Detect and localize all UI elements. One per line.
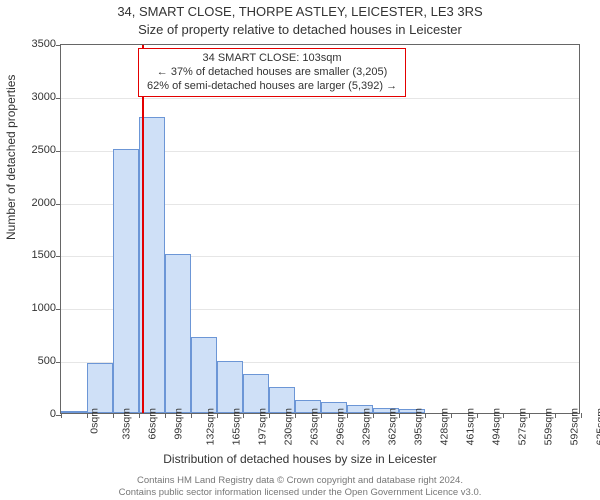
y-tick-label: 1500	[16, 249, 56, 261]
x-tick-label: 230sqm	[282, 408, 294, 445]
x-tick-mark	[529, 413, 530, 418]
gridline-h	[61, 98, 579, 99]
x-tick-label: 263sqm	[308, 408, 320, 445]
x-tick-mark	[373, 413, 374, 418]
histogram-bar	[217, 361, 243, 413]
histogram-bar	[87, 363, 113, 413]
histogram-bar	[165, 254, 191, 413]
histogram-bar	[191, 337, 217, 413]
x-tick-mark	[347, 413, 348, 418]
x-tick-mark	[139, 413, 140, 418]
x-tick-label: 625sqm	[594, 408, 600, 445]
x-tick-label: 132sqm	[204, 408, 216, 445]
x-tick-mark	[61, 413, 62, 418]
chart-container: 34, SMART CLOSE, THORPE ASTLEY, LEICESTE…	[0, 0, 600, 500]
property-marker-line	[142, 45, 144, 413]
footer-line-1: Contains HM Land Registry data © Crown c…	[0, 475, 600, 486]
x-tick-label: 527sqm	[516, 408, 528, 445]
x-tick-label: 197sqm	[256, 408, 268, 445]
x-tick-label: 0sqm	[89, 408, 101, 434]
x-tick-mark	[425, 413, 426, 418]
y-tick-label: 2000	[16, 197, 56, 209]
x-tick-mark	[555, 413, 556, 418]
x-tick-label: 329sqm	[360, 408, 372, 445]
x-tick-mark	[399, 413, 400, 418]
y-tick-mark	[56, 204, 61, 205]
x-tick-mark	[581, 413, 582, 418]
x-tick-mark	[243, 413, 244, 418]
x-tick-label: 494sqm	[490, 408, 502, 445]
histogram-bar	[61, 411, 87, 413]
y-tick-mark	[56, 309, 61, 310]
x-tick-label: 395sqm	[412, 408, 424, 445]
y-tick-label: 500	[16, 355, 56, 367]
y-tick-mark	[56, 98, 61, 99]
x-tick-mark	[165, 413, 166, 418]
y-tick-mark	[56, 151, 61, 152]
y-tick-label: 0	[16, 408, 56, 420]
y-tick-label: 3500	[16, 38, 56, 50]
histogram-bar	[113, 149, 139, 413]
y-tick-mark	[56, 362, 61, 363]
chart-title-main: 34, SMART CLOSE, THORPE ASTLEY, LEICESTE…	[0, 4, 600, 19]
x-tick-mark	[503, 413, 504, 418]
x-tick-mark	[113, 413, 114, 418]
x-tick-mark	[295, 413, 296, 418]
x-tick-label: 99sqm	[173, 408, 185, 440]
plot-area	[60, 44, 580, 414]
x-tick-mark	[191, 413, 192, 418]
y-tick-label: 1000	[16, 302, 56, 314]
x-tick-label: 362sqm	[386, 408, 398, 445]
x-tick-label: 33sqm	[121, 408, 133, 440]
x-tick-label: 66sqm	[147, 408, 159, 440]
x-tick-mark	[451, 413, 452, 418]
chart-title-sub: Size of property relative to detached ho…	[0, 22, 600, 37]
x-tick-mark	[217, 413, 218, 418]
info-line-1: 34 SMART CLOSE: 103sqm	[147, 52, 397, 66]
info-box: 34 SMART CLOSE: 103sqm ← 37% of detached…	[138, 48, 406, 97]
x-tick-label: 592sqm	[568, 408, 580, 445]
x-tick-mark	[269, 413, 270, 418]
y-tick-label: 2500	[16, 144, 56, 156]
x-tick-label: 559sqm	[542, 408, 554, 445]
x-tick-mark	[321, 413, 322, 418]
x-tick-label: 461sqm	[464, 408, 476, 445]
x-tick-label: 165sqm	[230, 408, 242, 445]
x-tick-label: 428sqm	[438, 408, 450, 445]
x-axis-label: Distribution of detached houses by size …	[0, 452, 600, 466]
y-tick-label: 3000	[16, 91, 56, 103]
x-tick-label: 296sqm	[334, 408, 346, 445]
x-tick-mark	[477, 413, 478, 418]
footer-line-2: Contains public sector information licen…	[0, 487, 600, 498]
info-line-3: 62% of semi-detached houses are larger (…	[147, 80, 397, 94]
y-tick-mark	[56, 45, 61, 46]
info-line-2: ← 37% of detached houses are smaller (3,…	[147, 66, 397, 80]
y-tick-mark	[56, 256, 61, 257]
